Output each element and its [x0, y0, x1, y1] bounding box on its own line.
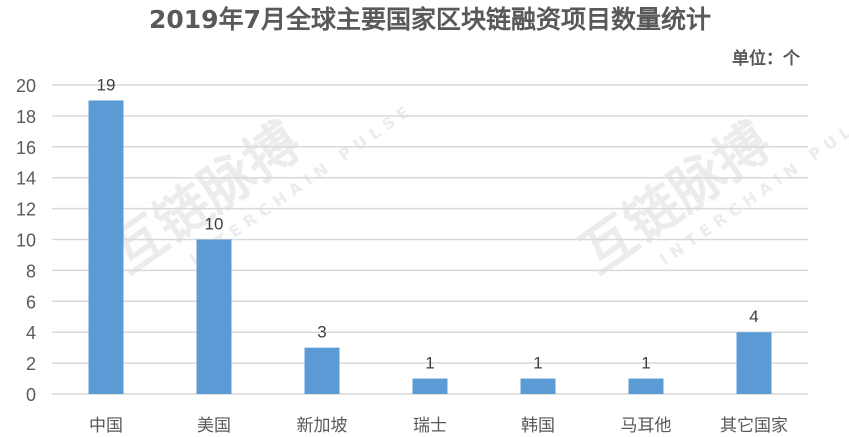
y-tick-label: 14 — [16, 169, 36, 189]
data-label: 1 — [641, 354, 650, 373]
unit-label: 单位：个 — [732, 48, 801, 69]
x-tick-label: 中国 — [89, 416, 123, 436]
y-tick-label: 8 — [26, 261, 36, 281]
x-tick-label: 马耳他 — [621, 416, 672, 436]
y-tick-label: 20 — [16, 76, 36, 96]
data-label: 3 — [317, 323, 326, 342]
y-tick-label: 10 — [16, 231, 36, 251]
x-tick-label: 韩国 — [521, 416, 555, 436]
y-tick-label: 6 — [26, 292, 36, 312]
bar-马耳他 — [628, 378, 664, 394]
y-tick-label: 12 — [16, 200, 36, 220]
x-tick-label: 瑞士 — [413, 416, 447, 436]
y-tick-label: 16 — [16, 138, 36, 158]
bar-其它国家 — [736, 332, 772, 394]
data-label: 19 — [97, 75, 116, 94]
bar-韩国 — [520, 378, 556, 394]
bar-美国 — [196, 239, 232, 394]
x-tick-label: 新加坡 — [297, 416, 348, 436]
data-label: 10 — [205, 215, 224, 234]
data-label: 1 — [533, 354, 542, 373]
y-tick-label: 2 — [26, 354, 36, 374]
x-tick-label: 其它国家 — [720, 416, 788, 436]
y-tick-label: 4 — [26, 323, 36, 343]
chart-title: 2019年7月全球主要国家区块链融资项目数量统计 — [149, 5, 711, 34]
y-tick-label: 18 — [16, 107, 36, 127]
bar-中国 — [88, 100, 124, 394]
x-tick-label: 美国 — [197, 416, 231, 436]
bar-瑞士 — [412, 378, 448, 394]
data-label: 1 — [425, 354, 434, 373]
data-label: 4 — [749, 307, 758, 326]
bar-新加坡 — [304, 347, 340, 394]
y-tick-label: 0 — [26, 385, 36, 405]
